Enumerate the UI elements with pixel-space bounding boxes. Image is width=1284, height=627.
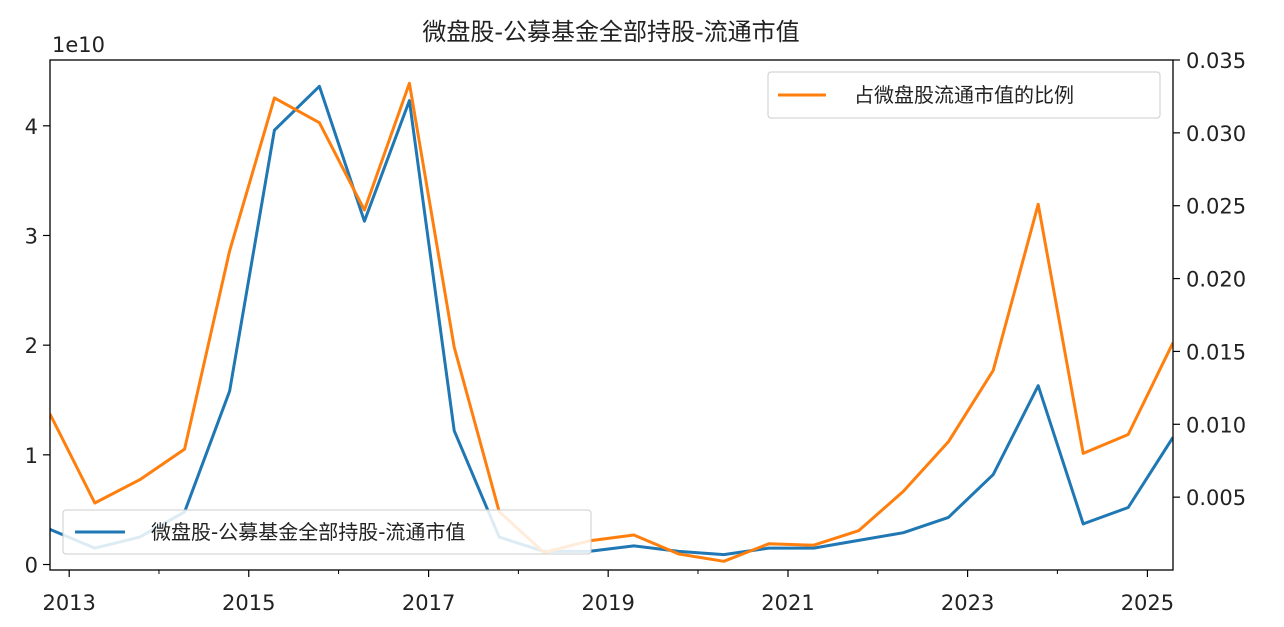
x-tick-label-2021: 2021: [761, 591, 814, 615]
y-right-tick-label-0.035: 0.035: [1186, 49, 1246, 73]
x-tick-label-2019: 2019: [581, 591, 634, 615]
x-tick-label-2013: 2013: [42, 591, 95, 615]
y-right-tick-label-0.03: 0.030: [1186, 122, 1246, 146]
x-tick-label-2015: 2015: [222, 591, 275, 615]
y-left-tick-label-0: 0: [25, 554, 38, 578]
series-line-0: [50, 84, 1173, 557]
legend-right-box: [767, 71, 1161, 119]
chart-title: 微盘股-公募基金全部持股-流通市值: [422, 18, 799, 46]
plot-area: 2013 2015 2017 2019 2021 2023 2025 0 1 2 3 4 0.005 0.…: [25, 49, 1247, 615]
y-right-tick-label-0.015: 0.015: [1186, 340, 1246, 364]
x-tick-label-2023: 2023: [941, 591, 994, 615]
y-left-tick-label-2: 2: [25, 334, 38, 358]
y-right-tick-label-0.025: 0.025: [1186, 195, 1246, 219]
x-tick-label-2017: 2017: [402, 591, 455, 615]
legend-right-label: 占微盘股流通市值的比例: [854, 83, 1074, 107]
series-line-1: [50, 81, 1173, 563]
y-left-tick-label-3: 3: [25, 224, 38, 248]
y-right-tick-label-0.005: 0.005: [1186, 486, 1246, 510]
y-right-tick-label-0.02: 0.020: [1186, 268, 1246, 292]
y-right-tick-label-0.01: 0.010: [1186, 413, 1246, 437]
x-tick-label-2025: 2025: [1121, 591, 1174, 615]
y-left-tick-label-1: 1: [25, 444, 38, 468]
legend-left: 微盘股-公募基金全部持股-流通市值: [62, 509, 592, 555]
y-left-offset-label: 1e10: [52, 33, 105, 57]
legend-left-box: [62, 509, 592, 555]
legend-right: 占微盘股流通市值的比例: [767, 71, 1161, 119]
y-left-tick-label-4: 4: [25, 115, 38, 139]
plot-frame: [49, 59, 1174, 571]
legend-left-label: 微盘股-公募基金全部持股-流通市值: [151, 520, 465, 544]
